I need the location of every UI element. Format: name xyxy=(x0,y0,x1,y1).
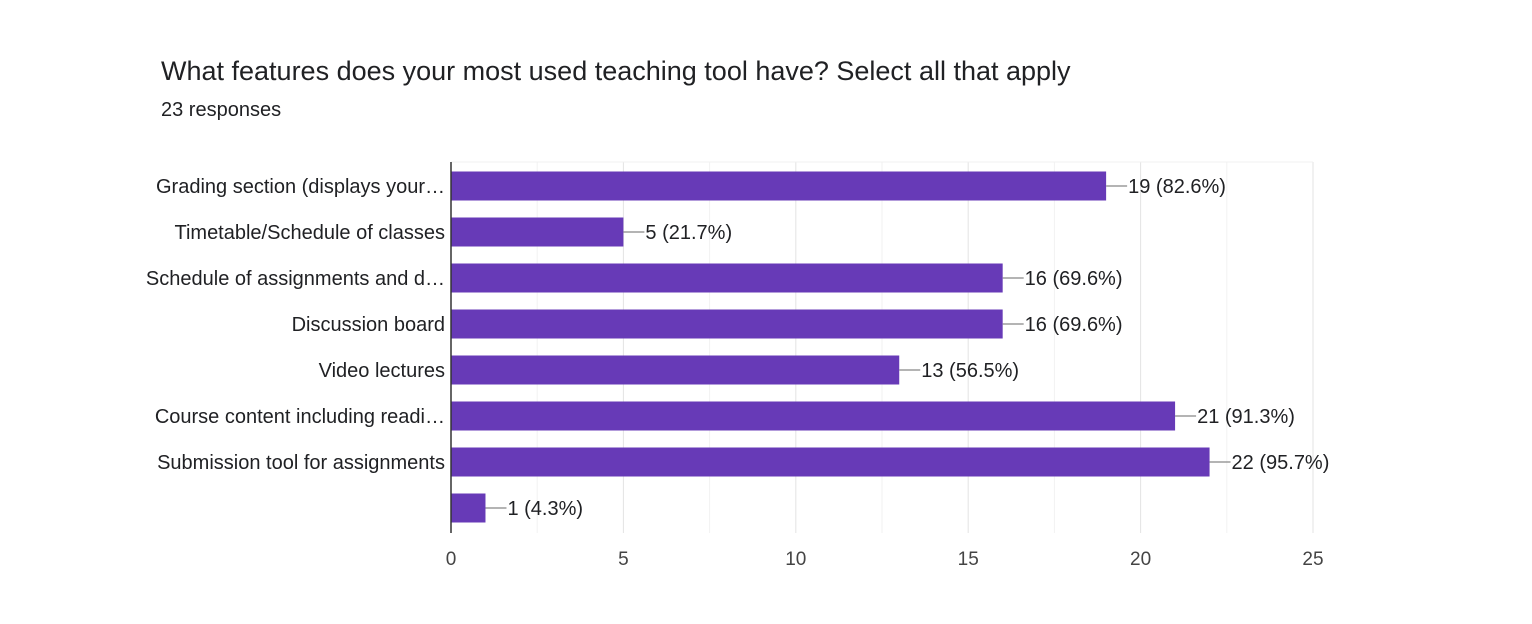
question-title: What features does your most used teachi… xyxy=(161,56,1071,86)
category-label: Submission tool for assignments xyxy=(157,452,445,474)
x-tick-label: 0 xyxy=(446,549,457,570)
bar xyxy=(451,309,1003,339)
category-label: Grading section (displays your… xyxy=(156,176,445,198)
x-tick-label: 10 xyxy=(785,549,806,570)
category-label: Course content including readi… xyxy=(155,406,445,428)
bar xyxy=(451,171,1107,201)
bar xyxy=(451,217,624,247)
data-label: 16 (69.6%) xyxy=(1025,268,1123,290)
data-label: 16 (69.6%) xyxy=(1025,314,1123,336)
x-tick-label: 15 xyxy=(958,549,979,570)
x-tick-label: 25 xyxy=(1302,549,1323,570)
data-label: 21 (91.3%) xyxy=(1197,406,1295,428)
data-label: 5 (21.7%) xyxy=(645,222,732,244)
bar xyxy=(451,263,1003,293)
bar xyxy=(451,447,1210,477)
category-label: Schedule of assignments and d… xyxy=(146,268,445,290)
category-label: Timetable/Schedule of classes xyxy=(174,222,445,244)
data-label: 22 (95.7%) xyxy=(1232,452,1330,474)
category-label: Discussion board xyxy=(292,314,445,336)
bar xyxy=(451,493,486,523)
category-label: Video lectures xyxy=(319,360,445,382)
x-tick-label: 5 xyxy=(618,549,629,570)
data-label: 19 (82.6%) xyxy=(1128,176,1226,198)
bar xyxy=(451,401,1176,431)
data-label: 13 (56.5%) xyxy=(921,360,1019,382)
response-count: 23 responses xyxy=(161,99,282,121)
data-label: 1 (4.3%) xyxy=(507,498,583,520)
bar xyxy=(451,355,900,385)
x-tick-label: 20 xyxy=(1130,549,1151,570)
